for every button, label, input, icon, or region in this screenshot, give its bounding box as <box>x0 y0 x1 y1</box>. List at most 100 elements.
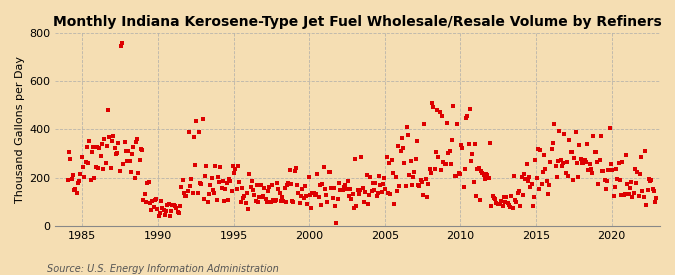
Point <box>213 175 223 179</box>
Point <box>163 202 174 206</box>
Point <box>418 193 429 197</box>
Point <box>210 164 221 169</box>
Point <box>570 130 581 134</box>
Point <box>238 196 248 200</box>
Point <box>232 186 242 191</box>
Point <box>223 197 234 202</box>
Point <box>553 159 564 164</box>
Point <box>608 194 619 199</box>
Point <box>105 166 116 170</box>
Point <box>373 191 383 196</box>
Point <box>184 130 194 135</box>
Point <box>551 175 562 180</box>
Point <box>403 133 414 137</box>
Point <box>249 193 260 197</box>
Point <box>544 183 555 188</box>
Point <box>85 178 96 182</box>
Point <box>533 147 543 151</box>
Point <box>413 183 424 187</box>
Point <box>406 182 417 187</box>
Point <box>412 139 423 143</box>
Point <box>408 175 418 179</box>
Point <box>392 189 402 193</box>
Point <box>566 149 577 154</box>
Point <box>556 164 567 168</box>
Point <box>177 177 188 182</box>
Point <box>580 160 591 164</box>
Point <box>152 207 163 211</box>
Point <box>354 192 364 196</box>
Point <box>605 162 616 166</box>
Point <box>441 121 452 125</box>
Point <box>143 180 154 184</box>
Point <box>351 204 362 208</box>
Point <box>588 133 599 138</box>
Point <box>569 156 580 161</box>
Point <box>133 171 144 175</box>
Point <box>252 182 263 187</box>
Point <box>346 197 357 201</box>
Point <box>404 173 414 178</box>
Point <box>475 197 485 202</box>
Point <box>460 167 470 171</box>
Point <box>315 183 325 187</box>
Point <box>647 186 658 191</box>
Point <box>506 194 517 198</box>
Point <box>287 199 298 204</box>
Point <box>111 152 122 156</box>
Point <box>284 168 295 172</box>
Point <box>107 139 117 143</box>
Point <box>269 199 280 203</box>
Point <box>329 204 340 208</box>
Point <box>526 182 537 186</box>
Point <box>361 173 372 178</box>
Point <box>220 187 231 191</box>
Point <box>610 185 620 189</box>
Point <box>360 190 371 194</box>
Point <box>497 204 508 208</box>
Point <box>308 191 319 196</box>
Point <box>178 191 189 195</box>
Point <box>496 199 507 203</box>
Point <box>457 146 468 150</box>
Point <box>425 170 436 175</box>
Point <box>104 135 115 139</box>
Point <box>309 193 320 197</box>
Point <box>80 160 91 164</box>
Point <box>623 191 634 196</box>
Point <box>342 179 353 183</box>
Point <box>649 189 659 193</box>
Point <box>197 116 208 121</box>
Point <box>362 202 373 207</box>
Point <box>191 119 202 123</box>
Point <box>595 134 606 139</box>
Point <box>82 145 92 149</box>
Point <box>348 205 359 210</box>
Point <box>367 181 378 185</box>
Point <box>616 193 626 198</box>
Point <box>545 160 556 164</box>
Point <box>250 199 261 203</box>
Point <box>540 167 551 171</box>
Point <box>399 161 410 166</box>
Point <box>518 171 529 176</box>
Point <box>136 147 146 151</box>
Point <box>485 141 495 145</box>
Point <box>326 186 337 191</box>
Point <box>235 200 246 204</box>
Point <box>304 193 315 197</box>
Point <box>433 155 443 159</box>
Point <box>340 183 350 187</box>
Point <box>347 192 358 196</box>
Point <box>622 182 632 186</box>
Point <box>185 184 196 188</box>
Point <box>268 198 279 202</box>
Point <box>524 175 535 179</box>
Point <box>383 191 394 195</box>
Point <box>424 167 435 171</box>
Point <box>381 155 392 159</box>
Point <box>575 157 586 161</box>
Point <box>90 165 101 170</box>
Point <box>636 155 647 160</box>
Point <box>515 203 526 208</box>
